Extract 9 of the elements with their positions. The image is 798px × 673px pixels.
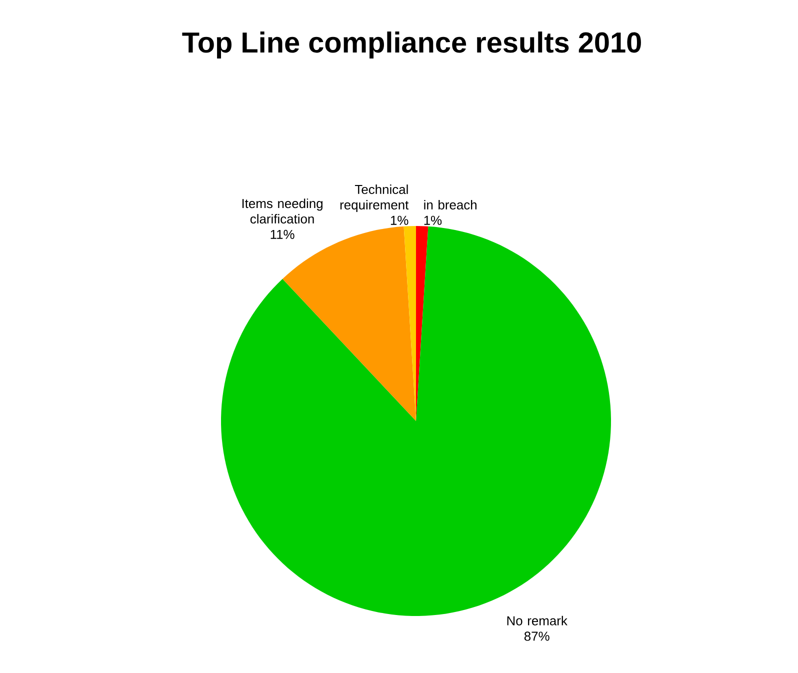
slice-label: Technical requirement xyxy=(340,184,409,212)
chart-title: Top Line compliance results 2010 xyxy=(182,32,641,58)
data-label: 87% xyxy=(524,632,550,641)
data-label: 1% xyxy=(424,216,442,225)
slice-label: No remark xyxy=(507,616,568,626)
slice-label: Items needing clarification xyxy=(242,198,322,224)
slice-label: in breach xyxy=(424,200,476,210)
data-label: 11% xyxy=(270,230,294,239)
data-label: 1% xyxy=(390,216,408,225)
